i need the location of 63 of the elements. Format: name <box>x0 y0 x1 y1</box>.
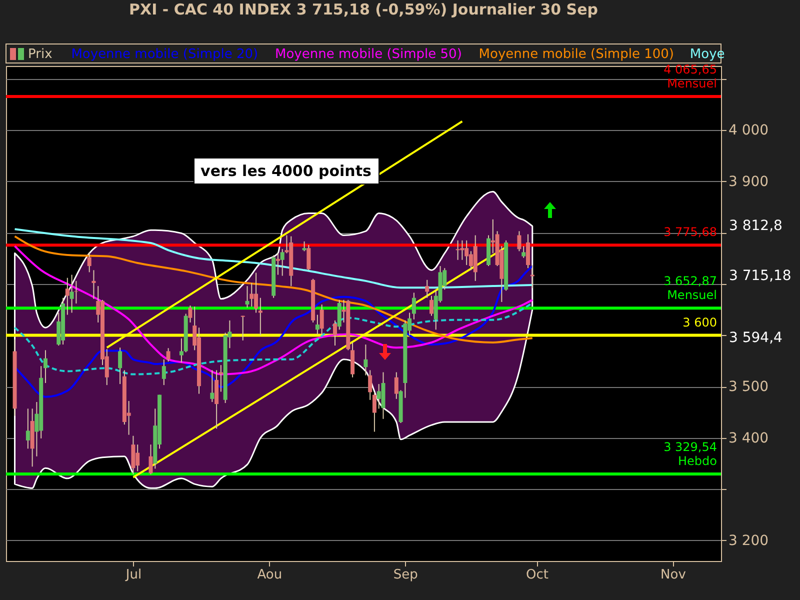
candlestick <box>245 286 250 308</box>
candlestick <box>166 348 170 362</box>
candlestick <box>364 344 368 376</box>
y-tick-label: 3 900 <box>728 174 769 190</box>
ref-line-label: 3 329,54 Hebdo <box>664 440 717 468</box>
x-tick-label: Sep <box>393 568 418 582</box>
annotation: vers les 4000 points <box>200 162 372 180</box>
candlestick <box>425 279 430 298</box>
text: 3 715,18 <box>729 268 792 284</box>
y-tick-label: 4 000 <box>728 122 769 139</box>
line-series <box>14 235 534 344</box>
ref-line-label: 3 775,68 <box>664 225 717 240</box>
candlestick <box>332 320 337 346</box>
y-tick-label: 3 200 <box>728 532 769 549</box>
candlestick <box>70 274 74 314</box>
candlestick <box>162 358 166 386</box>
candlestick <box>87 252 92 273</box>
legend-label: Prix <box>28 47 53 62</box>
ref-line-label: 3 652,87 Mensuel <box>664 274 717 302</box>
candlestick <box>372 392 376 432</box>
candlestick <box>131 435 136 475</box>
x-tick-label: Aou <box>257 568 282 582</box>
candlestick <box>522 246 526 258</box>
candlestick <box>302 240 306 252</box>
candlestick <box>118 347 122 385</box>
candlestick <box>258 297 262 336</box>
candlestick <box>456 240 460 260</box>
x-tick-label: Jul <box>124 568 142 582</box>
y-tick-label: 3 500 <box>728 379 769 396</box>
candlestick <box>517 230 522 252</box>
candlestick <box>65 277 70 316</box>
line-series <box>14 245 534 376</box>
text: 3 594,4 <box>729 330 783 346</box>
candlestick <box>526 234 530 269</box>
y-tick-label: 3 400 <box>728 430 769 446</box>
text: Moyenne mobile (Simple 20) <box>71 47 258 62</box>
text: Moyenne mobile (Simple 100) <box>478 47 674 62</box>
chart-title: PXI - CAC 40 INDEX 3 715,18 (-0,59%) Journalier 30 Sep <box>129 0 598 18</box>
candlestick <box>394 372 398 400</box>
candlestick <box>250 282 254 308</box>
candlestick <box>368 370 372 400</box>
candlestick <box>26 408 30 450</box>
candlestick <box>179 338 184 363</box>
candlestick <box>460 240 464 260</box>
candlestick <box>320 304 324 336</box>
candlestick <box>240 315 245 341</box>
candlestick <box>218 364 223 392</box>
candlestick <box>210 370 214 402</box>
candlestick <box>376 384 381 410</box>
ref-line-label: 4 065,65 Mensuel <box>664 62 717 90</box>
candlestick <box>306 244 311 271</box>
candlestick <box>276 252 280 276</box>
candlestick <box>43 350 48 384</box>
x-tick-label: Nov <box>660 568 686 582</box>
candlestick <box>92 270 96 300</box>
candlestick <box>412 292 416 320</box>
candlestick <box>337 299 342 330</box>
candlestick <box>429 295 434 316</box>
text: Moyenne mobile (Simple 50) <box>275 47 462 62</box>
x-tick-label: Oct <box>526 568 549 582</box>
text: 3 812,8 <box>729 218 782 234</box>
candlestick <box>315 314 320 335</box>
ref-line-label: 3 600 <box>682 315 717 330</box>
